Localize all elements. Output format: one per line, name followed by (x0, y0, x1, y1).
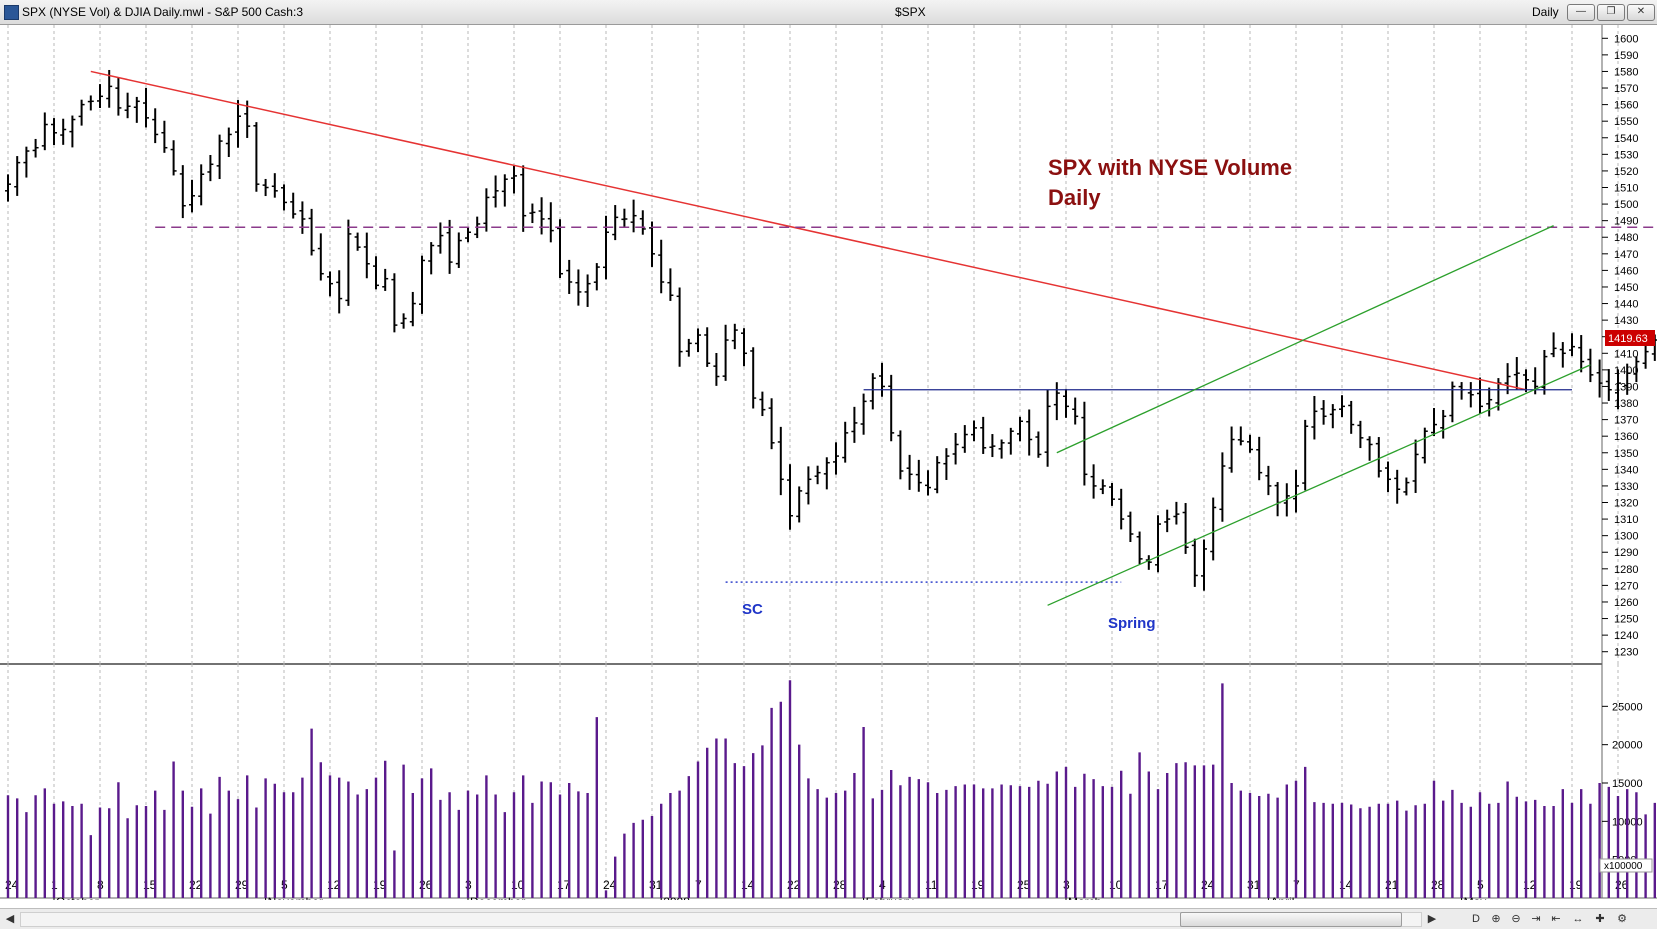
volume-multiplier-box (1599, 858, 1653, 873)
price-tick-label: 1450 (1614, 282, 1638, 294)
downtrend-line (90, 70, 1527, 391)
month-label: May (1464, 895, 1487, 900)
price-tick-label: 1410 (1614, 348, 1638, 360)
scroll-right-icon[interactable]: ▶ (1427, 913, 1437, 925)
close-icon[interactable]: ✕ (1627, 4, 1655, 21)
price-tick-label: 1480 (1614, 232, 1638, 244)
volume-tick-label: 15000 (1612, 778, 1643, 790)
trendlines (90, 70, 1657, 606)
settings-icon[interactable]: ⚙ (1617, 913, 1627, 925)
last-price-tag (1605, 330, 1655, 346)
bar-spacing-icon[interactable]: ↔ (1572, 913, 1584, 925)
window-title: SPX (NYSE Vol) & DJIA Daily.mwl - S&P 50… (22, 5, 303, 19)
price-tick-label: 1370 (1614, 415, 1638, 427)
symbol-label: $SPX (895, 5, 926, 19)
price-tick-label: 1600 (1614, 33, 1638, 45)
scroll-end-icon[interactable]: ⇥ (1531, 913, 1541, 925)
price-tick-label: 1270 (1614, 580, 1638, 592)
expand-icon[interactable]: ✚ (1595, 913, 1605, 925)
price-tick-label: 1590 (1614, 50, 1638, 62)
chart-area: 1230 1240 1250 1260 1270 1280 1290 1300 1310 1320… (0, 25, 1657, 910)
scroll-track[interactable] (20, 912, 1422, 927)
chart-title: SPX with NYSE Volume (1048, 155, 1292, 180)
price-tick-label: 1310 (1614, 514, 1638, 526)
minimize-icon[interactable]: — (1567, 4, 1595, 21)
last-price-value: 1419.63 (1608, 333, 1648, 345)
price-tick-label: 1290 (1614, 547, 1638, 559)
volume-tick-label: 25000 (1612, 701, 1643, 713)
volume-multiplier: x100000 (1604, 861, 1643, 872)
zoom-out-icon[interactable]: ⊕ (1491, 913, 1501, 925)
date-tick-label: 24 (603, 878, 617, 892)
price-volume-chart: 1230 1240 1250 1260 1270 1280 1290 1300 1310 1320… (0, 25, 1657, 910)
price-tick-label: 1580 (1614, 66, 1638, 78)
price-bars (5, 69, 1657, 591)
horizontal-scrollbar[interactable]: ◀ ▶ D ⊕ ⊖ ⇥ ⇤ ↔ ✚ ⚙ (0, 908, 1657, 929)
month-label: 2008 (663, 895, 690, 900)
price-tick-label: 1300 (1614, 531, 1638, 543)
period-label[interactable]: Daily (1532, 5, 1559, 19)
spring-label: Spring (1108, 615, 1156, 632)
channel-lower (1047, 364, 1591, 606)
price-tick-label: 1250 (1614, 614, 1638, 626)
price-tick-label: 1540 (1614, 133, 1638, 145)
scroll-home-icon[interactable]: ⇤ (1551, 913, 1561, 925)
price-tick-label: 1570 (1614, 83, 1638, 95)
price-tick-label: 1500 (1614, 199, 1638, 211)
data-icon[interactable]: D (1472, 913, 1480, 925)
price-tick-label: 1490 (1614, 216, 1638, 228)
price-tick-label: 1350 (1614, 448, 1638, 460)
scroll-thumb[interactable] (1180, 912, 1402, 927)
price-tick-label: 1260 (1614, 597, 1638, 609)
title-bar: SPX (NYSE Vol) & DJIA Daily.mwl - S&P 50… (0, 0, 1657, 25)
price-tick-label: 1230 (1614, 647, 1638, 659)
zoom-in-icon[interactable]: ⊖ (1511, 913, 1521, 925)
price-tick-label: 1330 (1614, 481, 1638, 493)
volume-tick-label: 20000 (1612, 740, 1643, 752)
price-tick-label: 1380 (1614, 398, 1638, 410)
chart-subtitle: Daily (1048, 185, 1101, 210)
price-tick-label: 1320 (1614, 498, 1638, 510)
price-tick-label: 1460 (1614, 265, 1638, 277)
price-tick-label: 1430 (1614, 315, 1638, 327)
channel-upper (1056, 225, 1554, 454)
price-tick-label: 1280 (1614, 564, 1638, 576)
price-tick-label: 1530 (1614, 149, 1638, 161)
plot-background (0, 25, 1602, 898)
price-tick-label: 1560 (1614, 100, 1638, 112)
price-tick-label: 1470 (1614, 249, 1638, 261)
price-tick-label: 1360 (1614, 431, 1638, 443)
restore-icon[interactable]: ❐ (1597, 4, 1625, 21)
sc-label: SC (742, 601, 763, 618)
price-tick-label: 1240 (1614, 630, 1638, 642)
price-tick-label: 1340 (1614, 464, 1638, 476)
price-tick-label: 1550 (1614, 116, 1638, 128)
volume-bars (6, 680, 1657, 898)
scroll-left-icon[interactable]: ◀ (5, 913, 15, 925)
price-tick-label: 1510 (1614, 183, 1638, 195)
price-tick-label: 1440 (1614, 299, 1638, 311)
price-tick-label: 1520 (1614, 166, 1638, 178)
app-icon (4, 5, 19, 20)
month-label: April (1270, 895, 1294, 900)
